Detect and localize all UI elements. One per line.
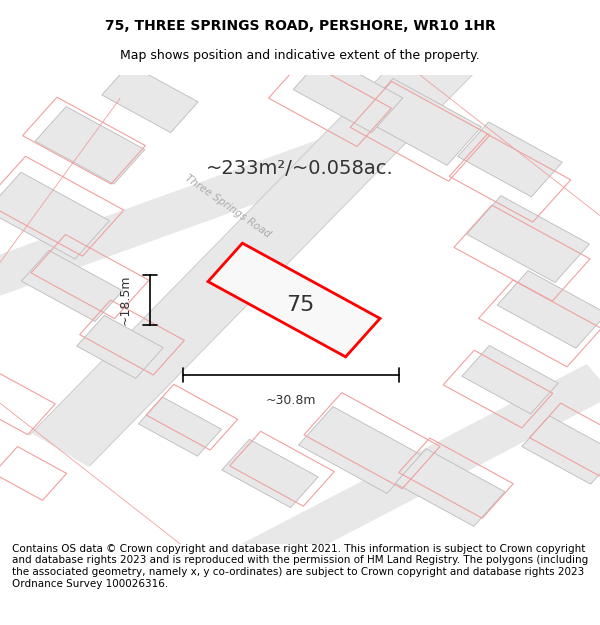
Polygon shape: [497, 271, 600, 348]
Polygon shape: [293, 55, 403, 132]
Polygon shape: [222, 439, 318, 508]
Text: ~233m²/~0.058ac.: ~233m²/~0.058ac.: [206, 159, 394, 178]
Polygon shape: [208, 243, 380, 357]
Polygon shape: [227, 364, 600, 582]
Polygon shape: [0, 173, 109, 259]
Polygon shape: [458, 122, 562, 197]
Polygon shape: [522, 416, 600, 484]
Text: ~30.8m: ~30.8m: [266, 394, 316, 407]
Polygon shape: [462, 346, 558, 414]
Polygon shape: [77, 316, 163, 378]
Polygon shape: [31, 34, 479, 467]
Text: 75: 75: [286, 294, 314, 315]
Polygon shape: [22, 251, 122, 321]
Text: Contains OS data © Crown copyright and database right 2021. This information is : Contains OS data © Crown copyright and d…: [12, 544, 588, 589]
Polygon shape: [395, 449, 505, 526]
Polygon shape: [35, 106, 145, 184]
Text: Three Springs Road: Three Springs Road: [184, 173, 272, 239]
Polygon shape: [467, 196, 589, 282]
Polygon shape: [0, 128, 370, 303]
Text: 75, THREE SPRINGS ROAD, PERSHORE, WR10 1HR: 75, THREE SPRINGS ROAD, PERSHORE, WR10 1…: [104, 19, 496, 32]
Text: Map shows position and indicative extent of the property.: Map shows position and indicative extent…: [120, 49, 480, 62]
Polygon shape: [299, 407, 421, 493]
Polygon shape: [139, 397, 221, 456]
Text: ~18.5m: ~18.5m: [119, 275, 132, 325]
Polygon shape: [359, 79, 481, 165]
Polygon shape: [102, 64, 198, 132]
